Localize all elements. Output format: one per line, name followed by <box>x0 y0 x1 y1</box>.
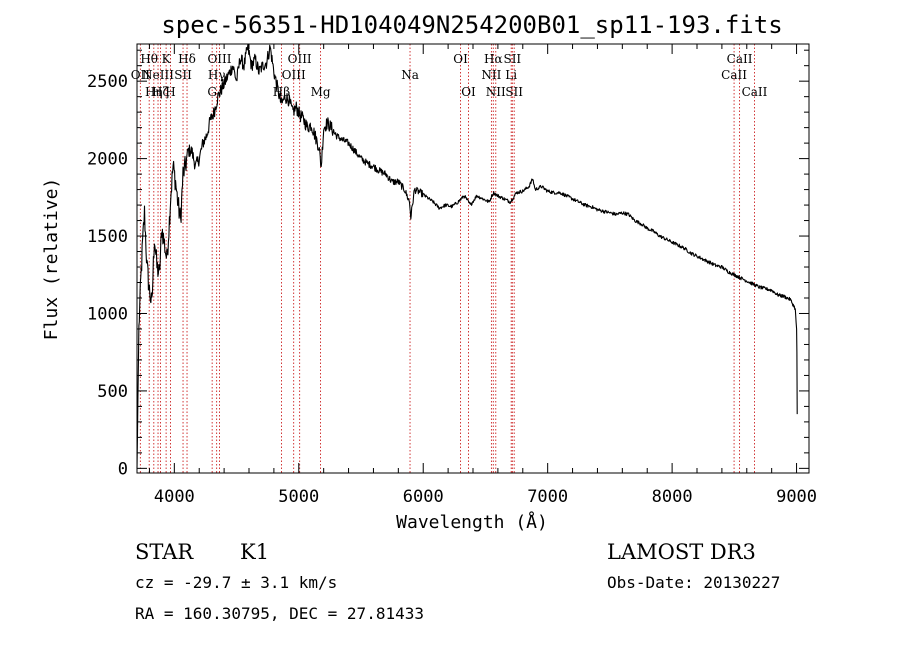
spectral-line-label: OIII <box>207 52 231 66</box>
spectral-line-label: Hζ <box>152 85 169 99</box>
spectral-line-label: NII <box>486 85 506 99</box>
x-tick-label: 6000 <box>403 487 444 507</box>
object-class: STAR <box>135 540 194 564</box>
plot-frame <box>136 43 810 474</box>
spectral-line-labels: OIIHθHηNeIIIHζKHSIIHδGHγOIIIHβOIIIOIIIMg… <box>131 52 768 99</box>
spectral-line-label: NeIII <box>142 68 174 82</box>
survey-name: LAMOST DR3 <box>607 540 756 564</box>
spectral-line-label: OI <box>461 85 476 99</box>
spectral-line-label: OIII <box>282 68 306 82</box>
spectral-line-label: Hθ <box>140 52 158 66</box>
x-axis-label: Wavelength (Å) <box>396 511 548 533</box>
y-tick-label: 500 <box>97 382 128 402</box>
spectral-line-label: SII <box>503 52 521 66</box>
spectral-line-label: SII <box>174 68 192 82</box>
spectral-line-label: Na <box>401 68 419 82</box>
spectral-line-label: OIII <box>288 52 312 66</box>
redshift-text: cz = -29.7 ± 3.1 km/s <box>135 573 337 592</box>
spectral-line-label: H <box>165 85 175 99</box>
spectral-line-label: K <box>162 52 172 66</box>
spectral-line-markers <box>139 44 755 473</box>
y-tick-label: 2500 <box>87 72 128 92</box>
spectral-line-label: OI <box>453 52 468 66</box>
y-axis-ticks: 0 500 1000 1500 2000 2500 <box>87 49 809 479</box>
spectral-line-label: Li <box>505 68 517 82</box>
spectral-line-label: Hδ <box>178 52 196 66</box>
y-tick-label: 2000 <box>87 150 128 170</box>
object-subclass: K1 <box>240 540 269 564</box>
x-tick-label: 9000 <box>776 487 817 507</box>
spectral-line-label: CaII <box>742 85 768 99</box>
x-axis-ticks: 4000 5000 6000 7000 8000 9000 <box>148 44 817 507</box>
observation-date: Obs-Date: 20130227 <box>607 573 780 592</box>
spectral-line-label: CaII <box>721 68 747 82</box>
spectrum-line <box>136 43 798 469</box>
coordinates-text: RA = 160.30795, DEC = 27.81433 <box>135 604 424 623</box>
y-tick-label: 1000 <box>87 304 128 324</box>
spectral-line-label: Hγ <box>208 68 226 82</box>
chart-title: spec-56351-HD104049N254200B01_sp11-193.f… <box>161 11 782 39</box>
spectral-line-label: OII <box>131 68 151 82</box>
spectral-line-label: Hα <box>484 52 503 66</box>
spectral-line-label: SII <box>505 85 523 99</box>
spectral-line-label: Hη <box>145 85 163 99</box>
x-tick-label: 5000 <box>278 487 319 507</box>
y-tick-label: 0 <box>118 459 128 479</box>
spectral-line-label: CaII <box>727 52 753 66</box>
y-tick-label: 1500 <box>87 227 128 247</box>
y-axis-label: Flux (relative) <box>41 178 62 341</box>
x-tick-label: 7000 <box>527 487 568 507</box>
spectral-line-label: G <box>207 85 217 99</box>
spectral-line-label: Mg <box>311 85 331 99</box>
spectral-line-label: NII <box>481 68 501 82</box>
x-tick-label: 4000 <box>154 487 195 507</box>
x-tick-label: 8000 <box>652 487 693 507</box>
